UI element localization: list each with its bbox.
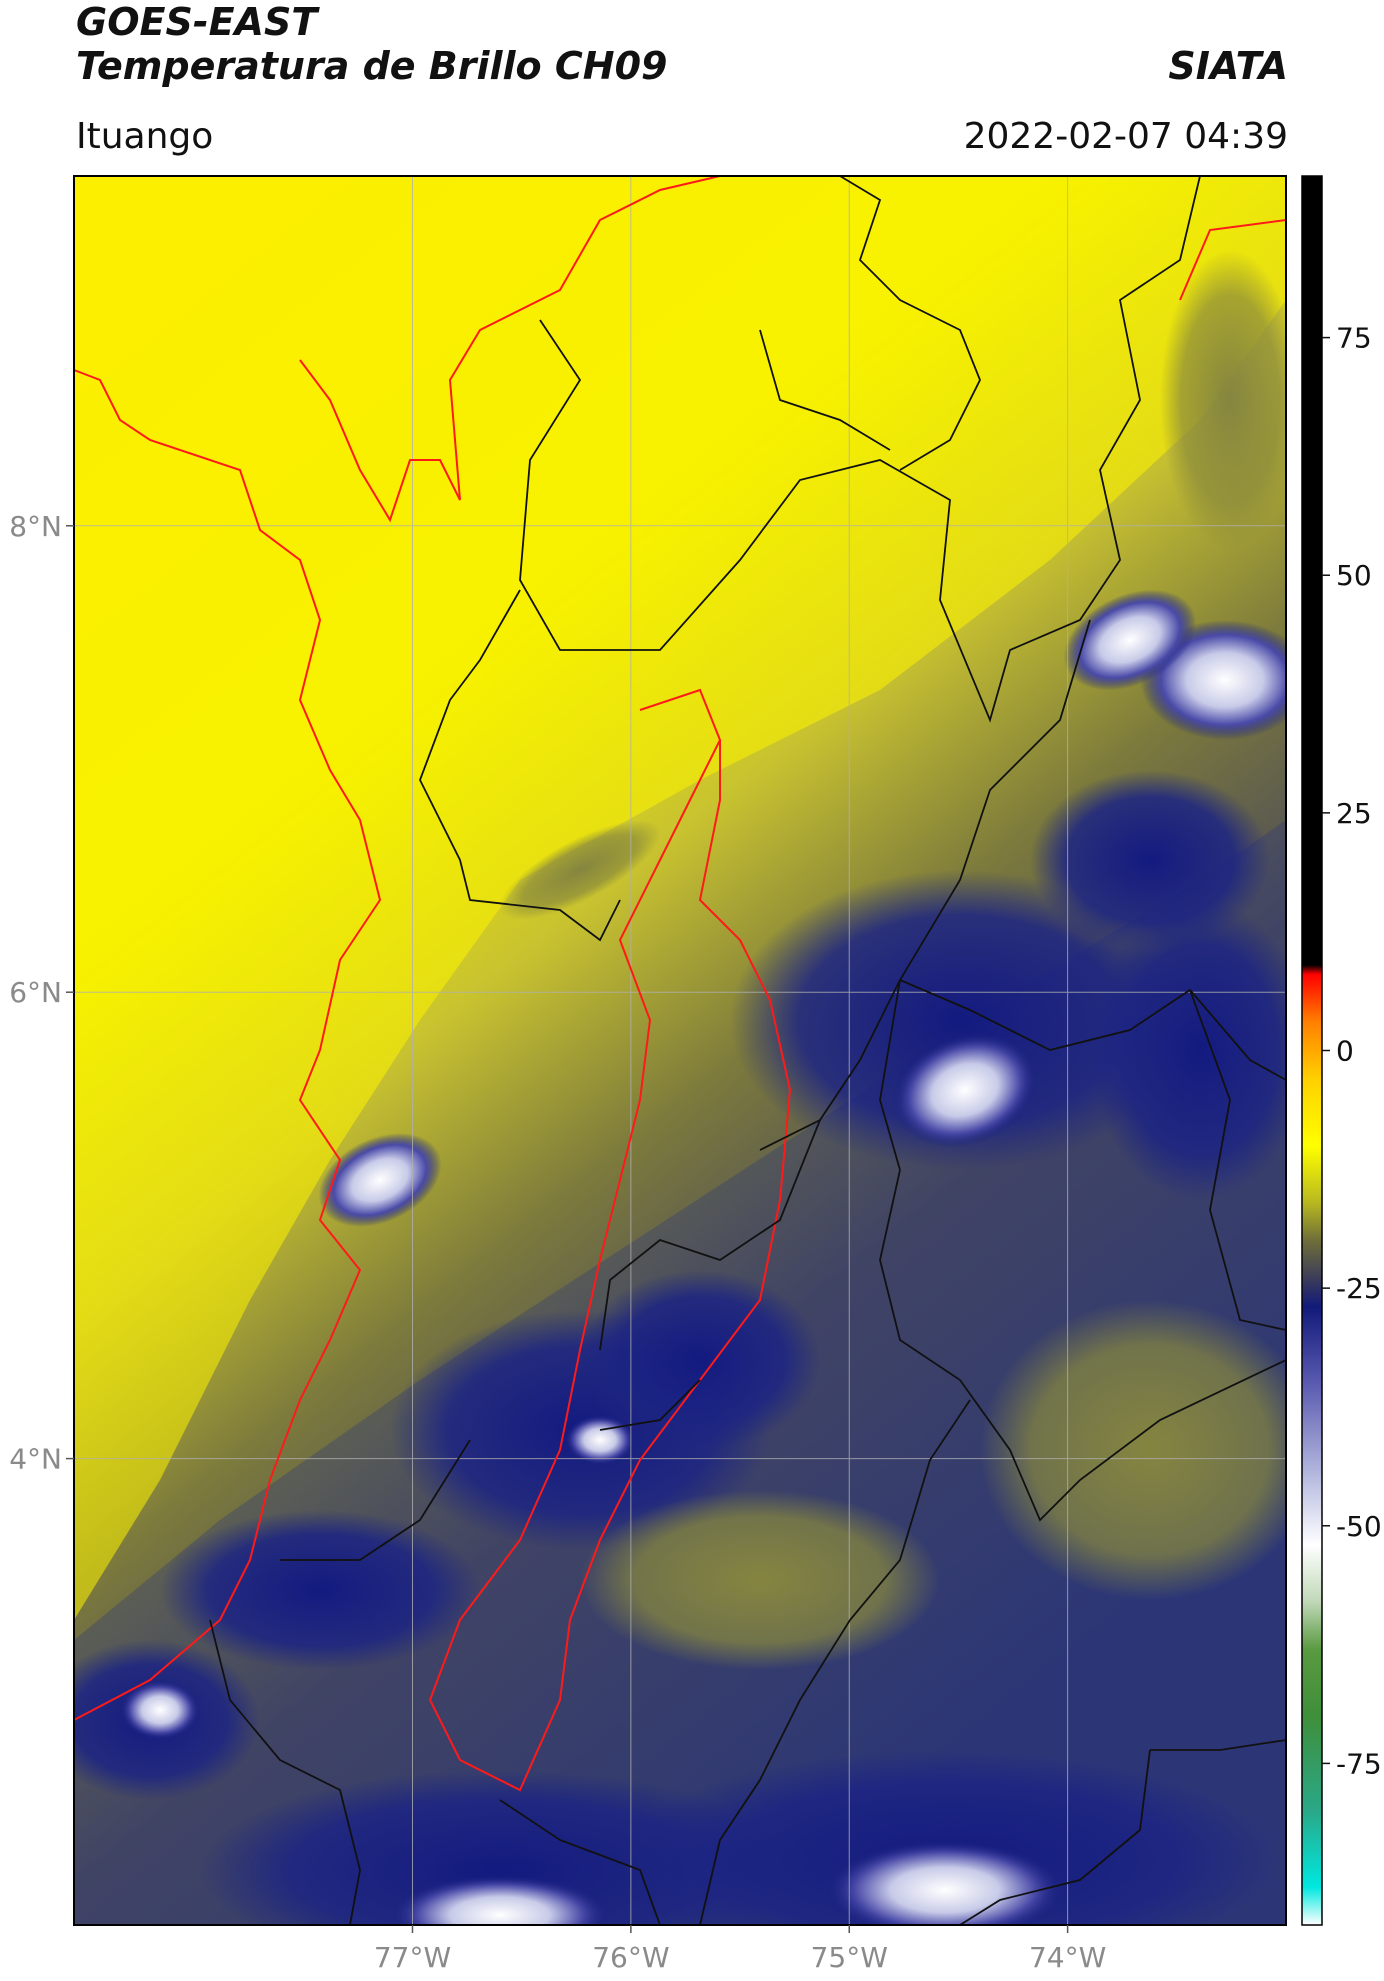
longitude-ticks: 77°W 76°W 75°W 74°W xyxy=(374,1925,1106,1974)
colorbar xyxy=(1301,175,1323,1926)
colorbar-tick-label: -75 xyxy=(1336,1747,1382,1780)
lat-tick-label: 6°N xyxy=(9,976,62,1009)
satellite-title: GOES-EAST xyxy=(76,0,318,44)
lon-tick-label: 75°W xyxy=(811,1941,888,1974)
lon-tick-label: 74°W xyxy=(1029,1941,1106,1974)
lon-tick-label: 77°W xyxy=(374,1941,451,1974)
map-field xyxy=(74,176,1286,1925)
colorbar-tick-label: 25 xyxy=(1336,797,1372,830)
colorbar-tick-label: 75 xyxy=(1336,322,1372,355)
colorbar-tick-label: 0 xyxy=(1336,1035,1354,1068)
department-borders xyxy=(209,175,1287,1926)
lat-tick-label: 8°N xyxy=(9,510,62,543)
organization-label: SIATA xyxy=(1168,44,1288,88)
latitude-ticks: 8°N 6°N 4°N xyxy=(9,510,74,1476)
colorbar-ticks: 75 50 25 0 -25 -50 -75 xyxy=(1322,322,1382,1780)
timestamp-label: 2022-02-07 04:39 xyxy=(963,116,1288,157)
colorbar-tick-label: 50 xyxy=(1336,559,1372,592)
colorbar-tick-label: -25 xyxy=(1336,1272,1382,1305)
lat-tick-label: 4°N xyxy=(9,1443,62,1476)
lon-tick-label: 76°W xyxy=(592,1941,669,1974)
product-title: Temperatura de Brillo CH09 xyxy=(76,44,668,88)
colorbar-tick-label: -50 xyxy=(1336,1510,1382,1543)
place-label: Ituango xyxy=(76,116,214,157)
country-borders xyxy=(73,175,1287,1792)
map-frame xyxy=(73,175,1287,1926)
